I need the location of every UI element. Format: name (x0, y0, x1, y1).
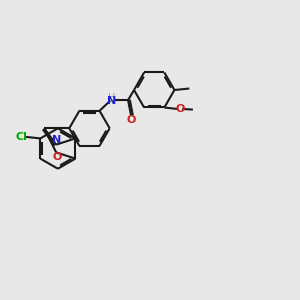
Text: H: H (108, 93, 115, 103)
Text: O: O (175, 104, 184, 114)
Text: N: N (107, 96, 116, 106)
Text: Cl: Cl (15, 132, 27, 142)
Text: O: O (52, 152, 62, 162)
Text: O: O (127, 115, 136, 125)
Text: N: N (52, 136, 61, 146)
